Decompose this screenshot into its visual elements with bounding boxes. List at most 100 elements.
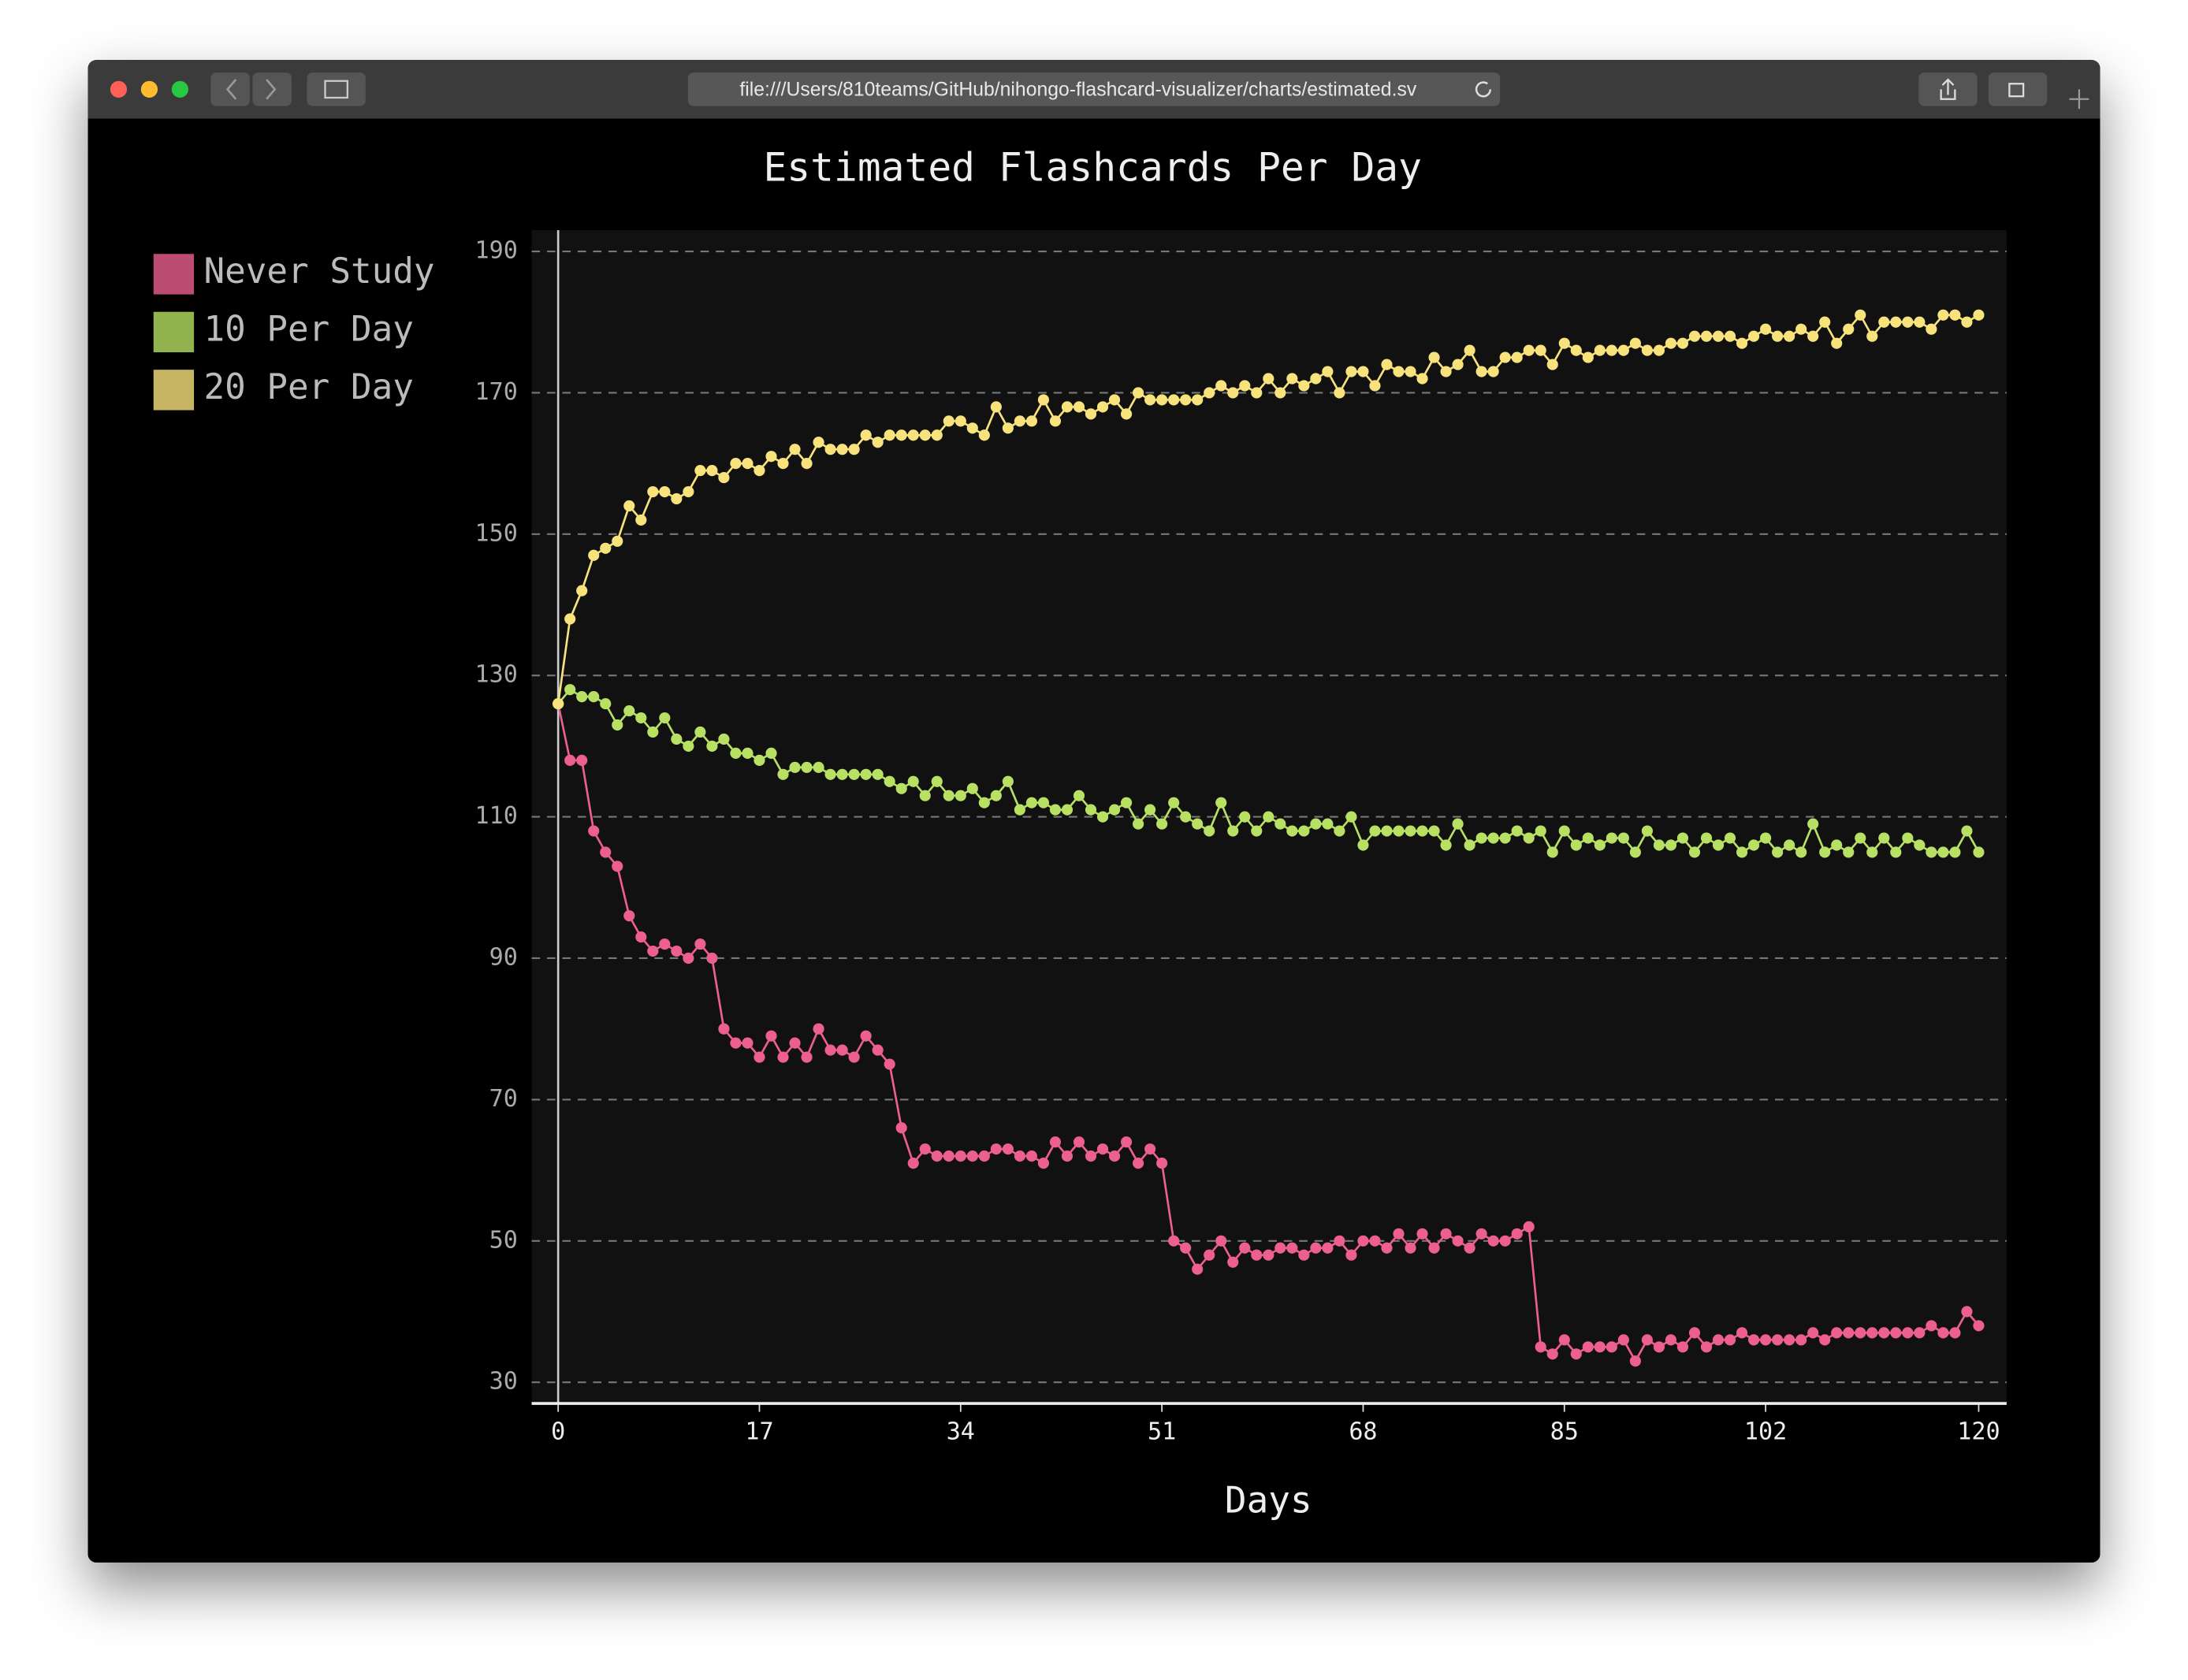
data-point: [1795, 1334, 1807, 1346]
close-button[interactable]: [110, 80, 128, 98]
sidebar-button[interactable]: [307, 72, 366, 106]
data-point: [1073, 401, 1085, 413]
data-point: [576, 691, 588, 703]
data-point: [1523, 832, 1535, 844]
data-point: [553, 698, 564, 710]
data-point: [754, 1051, 765, 1063]
share-icon: [1940, 78, 1956, 100]
data-point: [860, 768, 872, 780]
data-point: [813, 437, 824, 448]
data-point: [659, 485, 671, 498]
data-point: [694, 465, 706, 477]
data-point: [1760, 832, 1772, 844]
data-point: [1298, 825, 1310, 837]
data-point: [1937, 846, 1949, 858]
data-point: [990, 1143, 1002, 1155]
data-point: [966, 1150, 978, 1162]
back-button[interactable]: [210, 72, 250, 106]
reload-button[interactable]: [1475, 81, 1492, 98]
data-point: [706, 740, 718, 752]
data-point: [1345, 1249, 1357, 1261]
data-point: [1949, 1327, 1961, 1339]
data-point: [1215, 1235, 1227, 1247]
legend-swatch: [153, 311, 195, 353]
data-point: [1251, 387, 1263, 399]
data-point: [1926, 846, 1937, 858]
data-point: [1061, 401, 1074, 413]
data-point: [1819, 846, 1831, 858]
data-point: [1855, 309, 1866, 321]
data-point: [1180, 811, 1192, 823]
address-bar[interactable]: [687, 72, 1501, 106]
data-point: [1085, 804, 1097, 816]
data-point: [978, 1150, 990, 1162]
data-point: [1724, 330, 1736, 342]
data-point: [730, 1037, 742, 1049]
data-point: [1286, 1242, 1298, 1254]
data-point: [1037, 1158, 1050, 1169]
data-point: [1156, 1158, 1168, 1169]
data-point: [1369, 825, 1381, 837]
data-point: [777, 1051, 789, 1063]
data-point: [813, 1023, 824, 1035]
data-point: [1025, 415, 1038, 427]
data-point: [1393, 366, 1405, 377]
data-point: [1724, 1334, 1736, 1346]
tabs-button[interactable]: [1988, 72, 2048, 106]
data-point: [1014, 415, 1025, 427]
data-point: [1487, 1235, 1499, 1247]
data-point: [1511, 351, 1523, 363]
data-point: [1736, 337, 1748, 349]
data-point: [1274, 1242, 1286, 1254]
data-point: [1949, 846, 1961, 858]
data-point: [1192, 818, 1204, 830]
data-point: [1511, 1228, 1523, 1240]
data-point: [1073, 790, 1085, 801]
data-point: [872, 768, 884, 780]
data-point: [1049, 415, 1062, 427]
data-point: [1239, 811, 1251, 823]
minimize-button[interactable]: [140, 80, 158, 98]
data-point: [1215, 380, 1227, 392]
data-point: [931, 775, 943, 787]
data-point: [884, 775, 895, 787]
data-point: [1641, 344, 1653, 356]
zoom-button[interactable]: [171, 80, 189, 98]
new-tab-button[interactable]: [2069, 89, 2089, 110]
data-point: [1914, 316, 1926, 328]
data-point: [1085, 1150, 1097, 1162]
data-point: [576, 585, 588, 597]
data-point: [1807, 330, 1819, 342]
data-point: [742, 1037, 754, 1049]
data-point: [836, 768, 848, 780]
data-point: [1772, 330, 1784, 342]
x-tick-label: 0: [551, 1418, 565, 1446]
legend-swatch: [153, 370, 195, 411]
y-tick-label: 170: [474, 378, 517, 406]
data-point: [966, 782, 978, 794]
forward-button[interactable]: [252, 72, 292, 106]
data-point: [623, 704, 635, 717]
data-point: [1014, 804, 1025, 816]
data-point: [1286, 825, 1298, 837]
data-point: [1617, 832, 1629, 844]
data-point: [789, 444, 801, 455]
data-point: [1227, 1256, 1239, 1268]
data-point: [1014, 1150, 1025, 1162]
data-point: [1298, 380, 1310, 392]
data-point: [1192, 1263, 1204, 1275]
data-point: [1499, 351, 1511, 363]
data-point: [1688, 1327, 1701, 1339]
data-point: [1546, 1348, 1558, 1360]
data-point: [1594, 344, 1606, 356]
data-point: [683, 485, 694, 498]
data-point: [990, 790, 1002, 801]
data-point: [1037, 797, 1050, 808]
data-point: [754, 754, 765, 766]
data-point: [1712, 1334, 1725, 1346]
data-point: [1061, 804, 1074, 816]
data-point: [706, 952, 718, 965]
data-point: [1334, 1235, 1345, 1247]
data-point: [1760, 323, 1772, 335]
data-point: [1570, 344, 1582, 356]
